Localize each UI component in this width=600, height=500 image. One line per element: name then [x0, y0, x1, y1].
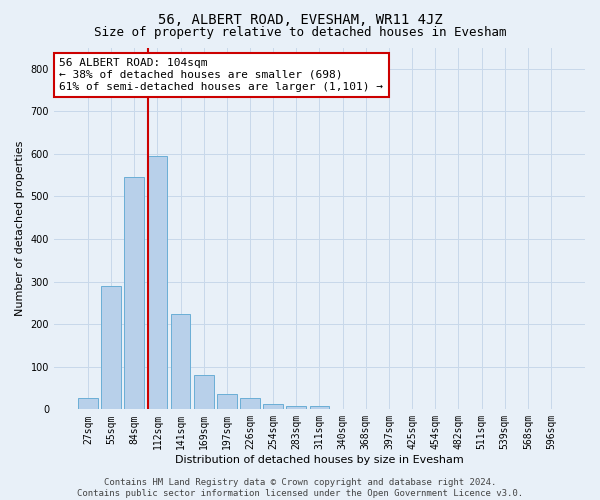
- X-axis label: Distribution of detached houses by size in Evesham: Distribution of detached houses by size …: [175, 455, 464, 465]
- Bar: [263, 404, 283, 409]
- Bar: [170, 314, 190, 410]
- Bar: [310, 406, 329, 409]
- Bar: [101, 286, 121, 410]
- Bar: [78, 398, 98, 409]
- Bar: [240, 398, 260, 409]
- Bar: [194, 376, 214, 410]
- Text: Contains HM Land Registry data © Crown copyright and database right 2024.
Contai: Contains HM Land Registry data © Crown c…: [77, 478, 523, 498]
- Bar: [286, 406, 306, 409]
- Y-axis label: Number of detached properties: Number of detached properties: [15, 140, 25, 316]
- Bar: [124, 178, 144, 410]
- Text: 56, ALBERT ROAD, EVESHAM, WR11 4JZ: 56, ALBERT ROAD, EVESHAM, WR11 4JZ: [158, 12, 442, 26]
- Bar: [148, 156, 167, 409]
- Text: 56 ALBERT ROAD: 104sqm
← 38% of detached houses are smaller (698)
61% of semi-de: 56 ALBERT ROAD: 104sqm ← 38% of detached…: [59, 58, 383, 92]
- Bar: [217, 394, 236, 409]
- Text: Size of property relative to detached houses in Evesham: Size of property relative to detached ho…: [94, 26, 506, 39]
